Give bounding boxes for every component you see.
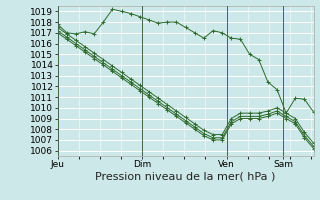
X-axis label: Pression niveau de la mer( hPa ): Pression niveau de la mer( hPa ) — [95, 172, 276, 182]
